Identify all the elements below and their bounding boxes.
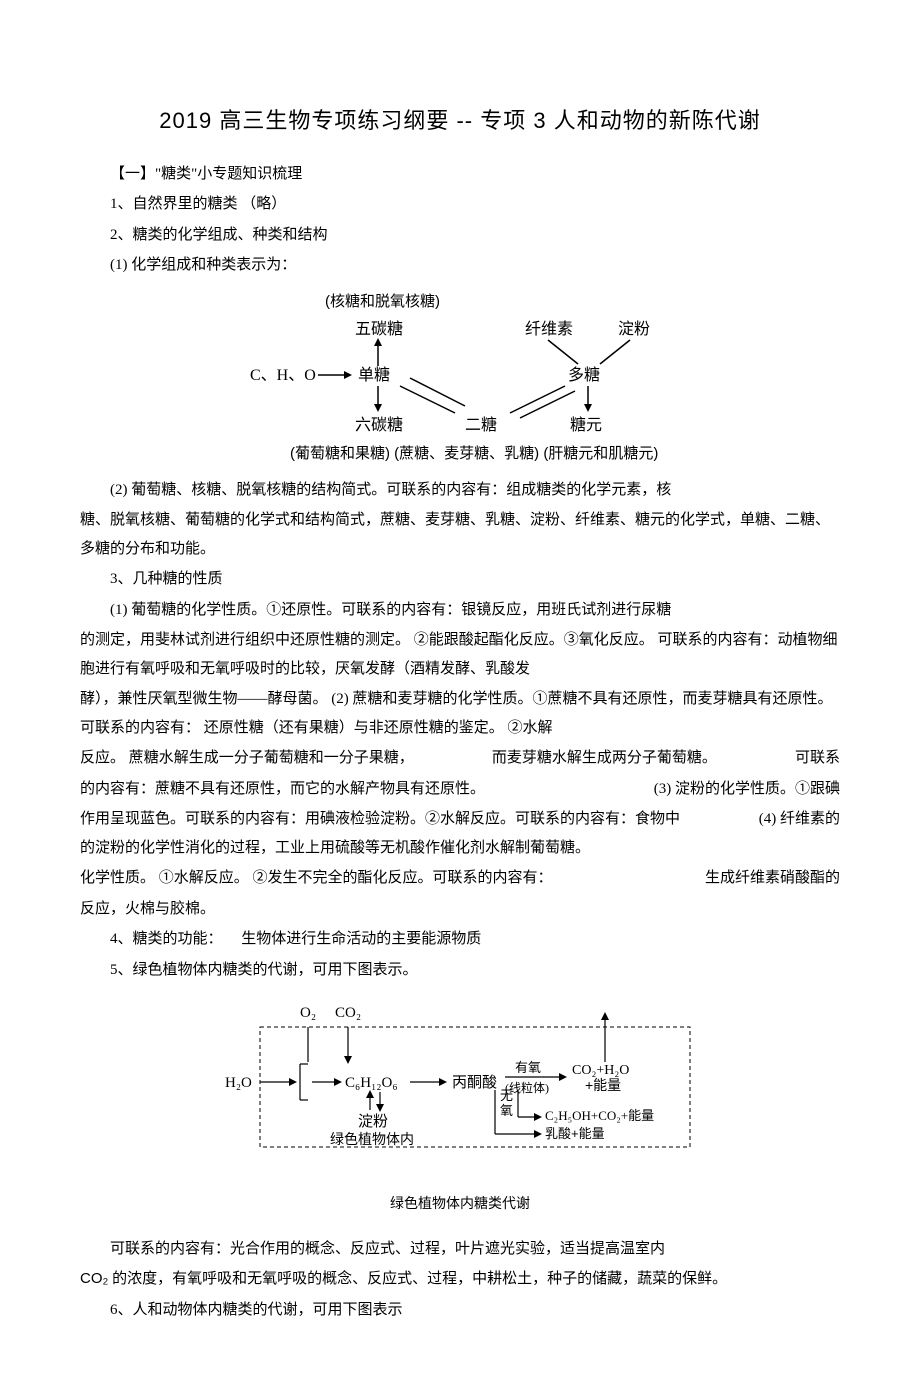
dia2-bing: 丙酮酸	[452, 1074, 497, 1091]
dia2-o2: O₂	[300, 1005, 316, 1021]
para-7d-b: 而麦芽糖水解生成两分子葡萄糖。	[492, 744, 717, 773]
dia1-dantang: 单糖	[358, 366, 390, 384]
para-7e-b: (3) 淀粉的化学性质。①跟碘	[654, 775, 840, 804]
para-7d: 反应。 蔗糖水解生成一分子葡萄糖和一分子果糖， 而麦芽糖水解生成两分子葡萄糖。 …	[80, 744, 840, 773]
para-7d-c: 可联系	[795, 744, 840, 773]
title-prefix: 2019 高三生物专项练习纲要	[159, 108, 449, 133]
dia2-dianfen: 淀粉	[358, 1113, 388, 1130]
dia2-rusuan: 乳酸+能量	[545, 1126, 605, 1141]
para-7f: 作用呈现蓝色。可联系的内容有：用碘液检验淀粉。②水解反应。可联系的内容有：食物中…	[80, 805, 840, 862]
title-suffix: 专项 3 人和动物的新陈代谢	[480, 108, 760, 133]
dia1-xianweisu: 纤维素	[525, 320, 573, 338]
dia2-lvse: 绿色植物体内	[330, 1131, 414, 1147]
item-3: 3、几种糖的性质	[80, 565, 840, 594]
section-heading-1: 【一】"糖类"小专题知识梳理	[80, 160, 840, 189]
para-7b: 的测定，用斐林试剂进行组织中还原性糖的测定。 ②能跟酸起酯化反应。③氧化反应。 …	[80, 626, 840, 683]
para-7g-b: 生成纤维素硝酸酯的	[705, 864, 840, 893]
item-4: 4、糖类的功能： 生物体进行生命活动的主要能源物质	[80, 925, 840, 954]
dia2-youyang: 有氧	[515, 1060, 541, 1075]
dia1-dianfen: 淀粉	[618, 320, 650, 338]
document-title: 2019 高三生物专项练习纲要 -- 专项 3 人和动物的新陈代谢	[80, 100, 840, 142]
dia1-duotang: 多糖	[568, 366, 600, 384]
dia1-ertang: 二糖	[465, 416, 497, 434]
dia2-c6: C₆H₁₂O₆	[345, 1075, 398, 1091]
para-7f-b: (4) 纤维素的	[759, 805, 840, 862]
para-10b-text: 的浓度，有氧呼吸和无氧呼吸的概念、反应式、过程，中耕松土，种子的储藏，蔬菜的保鲜…	[112, 1271, 727, 1287]
dia2-co2h2o: CO₂+H₂O	[572, 1063, 629, 1078]
dia1-wutan: 五碳糖	[355, 320, 403, 338]
item-1: 1、自然界里的糖类 （略）	[80, 190, 840, 219]
para-10: 可联系的内容有：光合作用的概念、反应式、过程，叶片遮光实验，适当提高温室内	[80, 1235, 840, 1264]
para-7h: 反应，火棉与胶棉。	[80, 895, 840, 924]
item-4-a: 4、糖类的功能：	[110, 931, 223, 947]
dia2-nengliang: +能量	[585, 1077, 621, 1093]
para-7f-a: 作用呈现蓝色。可联系的内容有：用碘液检验淀粉。②水解反应。可联系的内容有：食物中…	[80, 805, 680, 862]
item-5: 5、绿色植物体内糖类的代谢，可用下图表示。	[80, 956, 840, 985]
dia2-yang: 氧	[500, 1103, 513, 1118]
dia1-cho: C、H、O	[250, 367, 316, 384]
dia2-wu: 无	[500, 1088, 513, 1103]
dia2-co2-in: CO₂	[335, 1005, 361, 1021]
dia2-caption: 绿色植物体内糖类代谢	[80, 1190, 840, 1217]
para-7g: 化学性质。 ①水解反应。 ②发生不完全的酯化反应。可联系的内容有： 生成纤维素硝…	[80, 864, 840, 893]
plant-metabolism-diagram: O₂ CO₂ H₂O C₆H₁₂O₆ 丙酮酸 有氧 (线粒体) CO₂+H₂O …	[200, 992, 720, 1182]
para-7d-a: 反应。 蔗糖水解生成一分子葡萄糖和一分子果糖，	[80, 744, 414, 773]
item-6: 6、人和动物体内糖类的代谢，可用下图表示	[80, 1296, 840, 1325]
para-7a: (1) 葡萄糖的化学性质。①还原性。可联系的内容有：银镜反应，用班氏试剂进行尿糖	[80, 596, 840, 625]
title-separator: --	[449, 108, 480, 133]
item-2-2a: (2) 葡萄糖、核糖、脱氧核糖的结构简式。可联系的内容有：组成糖类的化学元素，核	[80, 476, 840, 505]
dia2-h2o: H₂O	[225, 1075, 252, 1091]
para-7e: 的内容有：蔗糖不具有还原性，而它的水解产物具有还原性。 (3) 淀粉的化学性质。…	[80, 775, 840, 804]
dia1-tangyuan: 糖元	[570, 416, 602, 434]
para-7e-a: 的内容有：蔗糖不具有还原性，而它的水解产物具有还原性。	[80, 775, 485, 804]
dia1-liutan: 六碳糖	[355, 416, 403, 434]
dia2-c2h5oh: C₂H₅OH+CO₂+能量	[545, 1108, 654, 1123]
para-10b: CO₂ 的浓度，有氧呼吸和无氧呼吸的概念、反应式、过程，中耕松土，种子的储藏，蔬…	[80, 1265, 840, 1294]
para-7g-a: 化学性质。 ①水解反应。 ②发生不完全的酯化反应。可联系的内容有：	[80, 864, 553, 893]
item-2: 2、糖类的化学组成、种类和结构	[80, 221, 840, 250]
page-content: 2019 高三生物专项练习纲要 -- 专项 3 人和动物的新陈代谢 【一】"糖类…	[0, 0, 920, 1386]
item-2-2b: 糖、脱氧核糖、葡萄糖的化学式和结构简式，蔗糖、麦芽糖、乳糖、淀粉、纤维素、糖元的…	[80, 506, 840, 563]
item-2-1: (1) 化学组成和种类表示为：	[80, 251, 840, 280]
dia1-bottom: (葡萄糖和果糖) (蔗糖、麦芽糖、乳糖) (肝糖元和肌糖元)	[290, 445, 658, 462]
para-7c: 酵），兼性厌氧型微生物——酵母菌。 (2) 蔗糖和麦芽糖的化学性质。①蔗糖不具有…	[80, 685, 840, 742]
item-4-b: 生物体进行生命活动的主要能源物质	[241, 931, 481, 947]
sugar-classification-diagram: (核糖和脱氧核糖) 五碳糖 纤维素 淀粉 C、H、O 单糖 多糖 六碳糖 二糖 …	[200, 288, 720, 468]
dia1-top-note: (核糖和脱氧核糖)	[325, 293, 440, 310]
